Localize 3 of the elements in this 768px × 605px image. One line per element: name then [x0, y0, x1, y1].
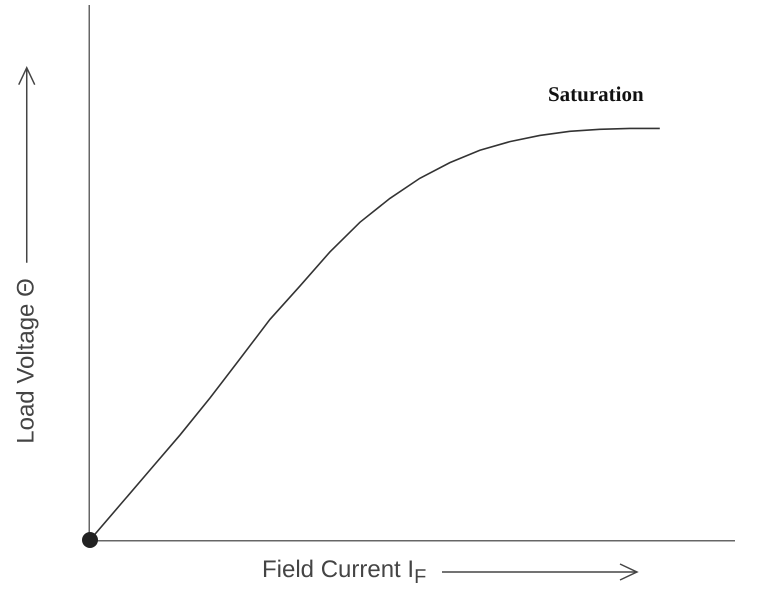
y-axis-title: Load Voltage Θ [12, 278, 41, 444]
text: Saturation [548, 82, 644, 107]
x-axis-title: Field Current I$_{F}$ [262, 556, 426, 589]
